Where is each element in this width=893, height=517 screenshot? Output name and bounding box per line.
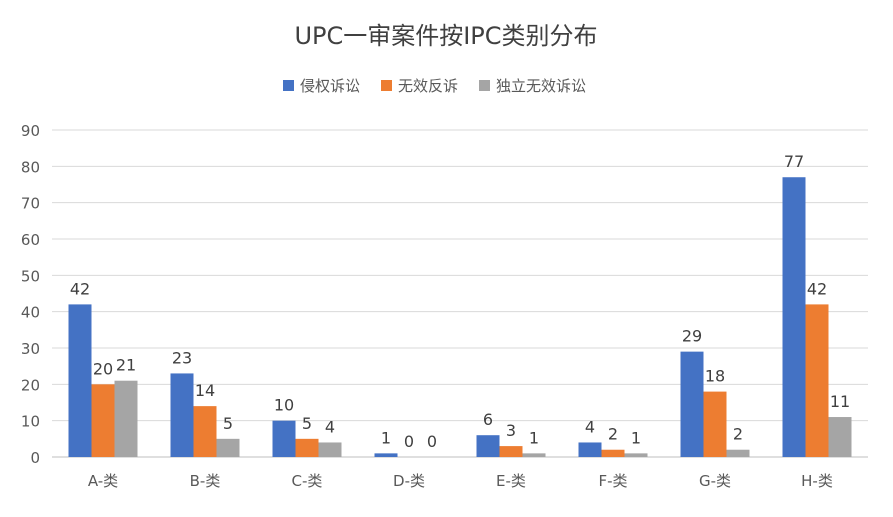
bar bbox=[476, 435, 500, 457]
data-label: 21 bbox=[116, 356, 136, 375]
data-label: 6 bbox=[483, 410, 493, 429]
y-tick-label: 70 bbox=[21, 195, 40, 213]
y-tick-label: 20 bbox=[21, 376, 40, 394]
bar bbox=[703, 391, 727, 457]
x-tick-label: C-类 bbox=[292, 472, 323, 490]
bar bbox=[272, 420, 296, 457]
data-label: 42 bbox=[70, 279, 90, 298]
bar bbox=[193, 406, 217, 457]
y-tick-label: 90 bbox=[21, 122, 40, 140]
data-label: 77 bbox=[784, 152, 804, 171]
bar bbox=[318, 442, 342, 457]
x-tick-label: G-类 bbox=[699, 472, 731, 490]
x-tick-label: B-类 bbox=[190, 472, 221, 490]
data-label: 42 bbox=[807, 279, 827, 298]
x-axis-ticks: A-类 B-类 C-类 D-类 E-类 F-类 G-类 H-类 bbox=[88, 472, 833, 490]
data-label: 4 bbox=[585, 417, 595, 436]
y-tick-label: 30 bbox=[21, 340, 40, 358]
legend: 侵权诉讼 无效反诉 独立无效诉讼 bbox=[283, 77, 586, 95]
x-tick-label: A-类 bbox=[88, 472, 118, 490]
bars bbox=[68, 177, 852, 457]
data-label: 1 bbox=[529, 428, 539, 447]
legend-swatch bbox=[381, 80, 392, 91]
legend-label: 独立无效诉讼 bbox=[496, 77, 586, 95]
bar bbox=[601, 449, 625, 457]
data-label: 23 bbox=[172, 348, 192, 367]
y-tick-label: 80 bbox=[21, 158, 40, 176]
x-tick-label: F-类 bbox=[598, 472, 627, 490]
data-label: 18 bbox=[705, 367, 725, 386]
data-label: 2 bbox=[733, 425, 743, 444]
y-tick-label: 50 bbox=[21, 267, 40, 285]
data-label: 14 bbox=[195, 381, 215, 400]
bar bbox=[216, 438, 240, 457]
data-label: 0 bbox=[427, 432, 437, 451]
data-label: 20 bbox=[93, 359, 113, 378]
bar bbox=[782, 177, 806, 457]
x-tick-label: E-类 bbox=[496, 472, 526, 490]
y-tick-label: 60 bbox=[21, 231, 40, 249]
bar bbox=[68, 304, 92, 457]
bar bbox=[805, 304, 829, 457]
bar bbox=[499, 446, 523, 457]
bar bbox=[114, 380, 138, 457]
legend-swatch bbox=[479, 80, 490, 91]
bar bbox=[828, 417, 852, 457]
y-tick-label: 40 bbox=[21, 304, 40, 322]
y-tick-label: 10 bbox=[21, 413, 40, 431]
data-label: 3 bbox=[506, 421, 516, 440]
data-label: 10 bbox=[274, 396, 294, 415]
bar bbox=[170, 373, 194, 457]
data-label: 5 bbox=[302, 414, 312, 433]
bar bbox=[295, 438, 319, 457]
data-label: 4 bbox=[325, 417, 335, 436]
data-label: 0 bbox=[404, 432, 414, 451]
data-label: 5 bbox=[223, 414, 233, 433]
bar bbox=[680, 351, 704, 457]
bar bbox=[624, 453, 648, 457]
data-label: 1 bbox=[631, 428, 641, 447]
legend-label: 无效反诉 bbox=[398, 77, 458, 95]
x-tick-label: H-类 bbox=[801, 472, 833, 490]
chart-title: UPC一审案件按IPC类别分布 bbox=[294, 22, 597, 50]
data-label: 1 bbox=[381, 428, 391, 447]
bar bbox=[726, 449, 750, 457]
y-axis-ticks: 0 10 20 30 40 50 60 70 80 90 bbox=[21, 122, 40, 467]
y-tick-label: 0 bbox=[30, 449, 40, 467]
data-label: 29 bbox=[682, 327, 702, 346]
x-tick-label: D-类 bbox=[393, 472, 425, 490]
bar bbox=[578, 442, 602, 457]
data-label: 2 bbox=[608, 425, 618, 444]
bar bbox=[91, 384, 115, 457]
legend-swatch bbox=[283, 80, 294, 91]
data-label: 11 bbox=[830, 392, 850, 411]
bar bbox=[522, 453, 546, 457]
legend-label: 侵权诉讼 bbox=[300, 77, 360, 95]
bar bbox=[374, 453, 398, 457]
